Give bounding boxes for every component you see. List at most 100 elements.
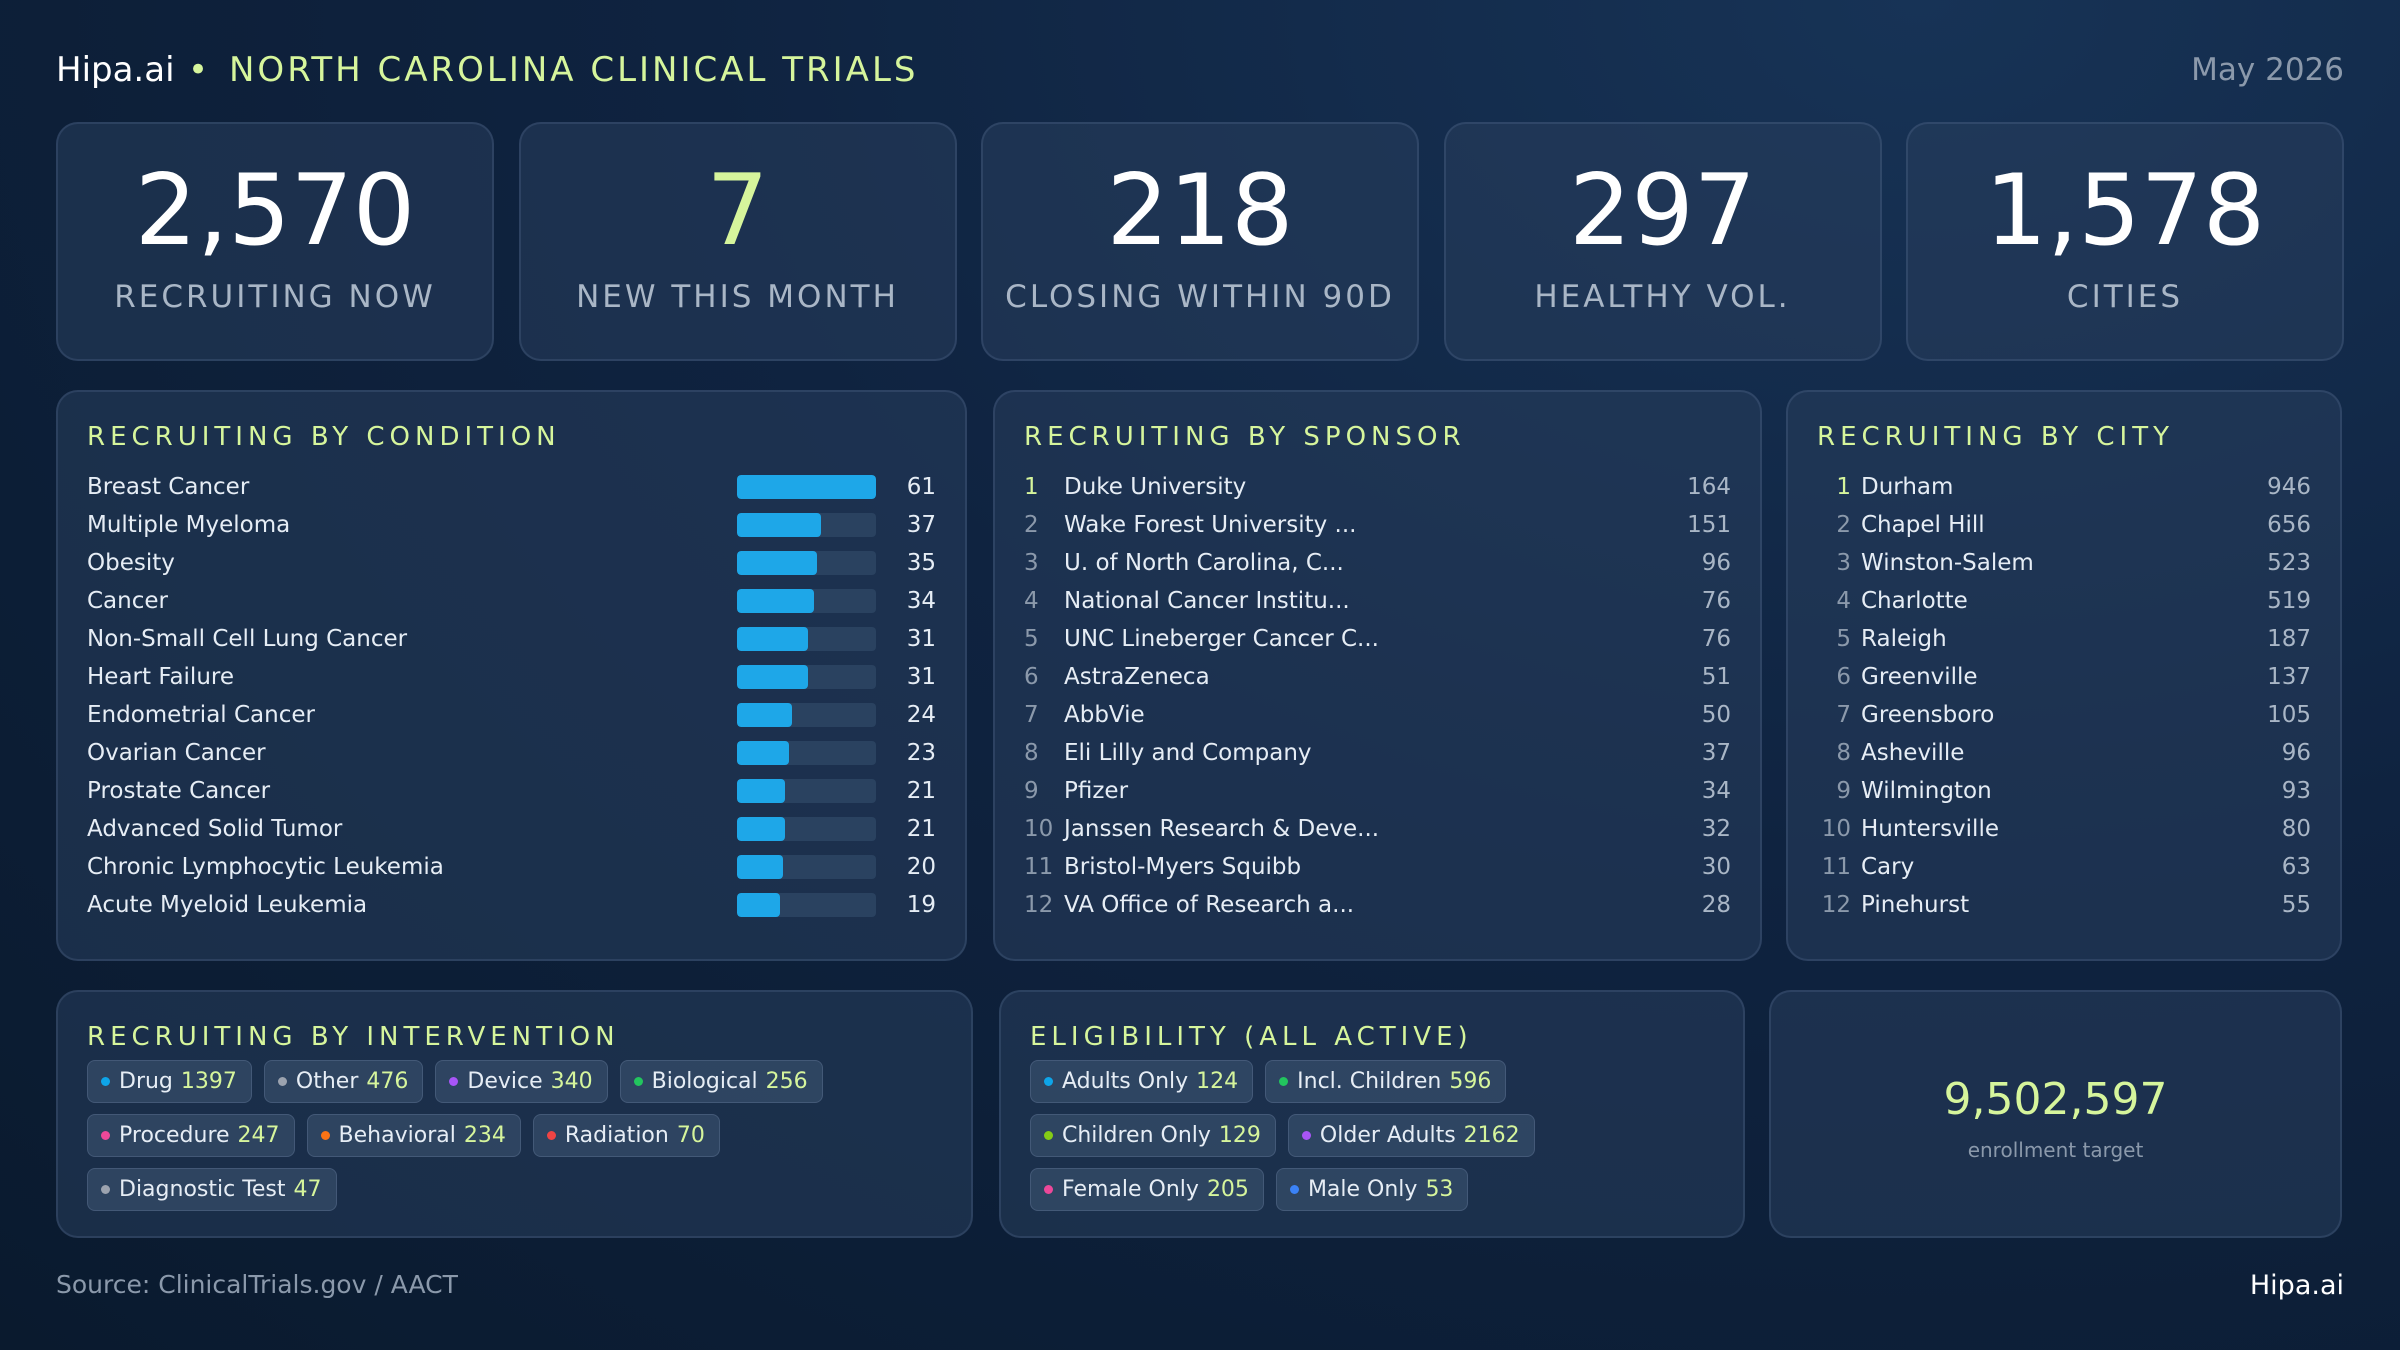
chip-name: Female Only <box>1062 1177 1199 1202</box>
item-value: 187 <box>2267 626 2311 652</box>
chip-value: 234 <box>463 1123 506 1148</box>
chip: Female Only 205 <box>1030 1168 1264 1211</box>
chip-name: Procedure <box>119 1123 230 1148</box>
chip-name: Diagnostic Test <box>119 1177 286 1202</box>
chip-name: Device <box>467 1069 543 1094</box>
page-title: NORTH CAROLINA CLINICAL TRIALS <box>229 50 919 90</box>
chip-name: Biological <box>651 1069 758 1094</box>
rank: 11 <box>1821 854 1851 880</box>
condition-row: Acute Myeloid Leukemia 19 <box>87 886 936 924</box>
item-value: 30 <box>1701 854 1731 880</box>
rank: 1 <box>1836 474 1851 500</box>
ranked-row: 1 Duke University 164 <box>1024 468 1731 506</box>
item-value: 55 <box>2281 892 2311 918</box>
condition-name: Advanced Solid Tumor <box>87 816 343 842</box>
ranked-row: 7 AbbVie 50 <box>1024 696 1731 734</box>
bar-track <box>737 589 876 613</box>
condition-value: 35 <box>906 550 936 576</box>
chip: Adults Only 124 <box>1030 1060 1254 1103</box>
item-name: Greenville <box>1861 664 1978 690</box>
chip-value: 340 <box>550 1069 593 1094</box>
item-name: Bristol-Myers Squibb <box>1064 854 1302 880</box>
ranked-row: 7 Greensboro 105 <box>1817 696 2311 734</box>
condition-name: Heart Failure <box>87 664 234 690</box>
item-name: Winston-Salem <box>1861 550 2034 576</box>
condition-row: Chronic Lymphocytic Leukemia 20 <box>87 848 936 886</box>
bar-track <box>737 779 876 803</box>
panel-title: RECRUITING BY SPONSOR <box>1024 422 1466 452</box>
rank: 7 <box>1836 702 1851 728</box>
ranked-row: 12 Pinehurst 55 <box>1817 886 2311 924</box>
ranked-row: 2 Wake Forest University ... 151 <box>1024 506 1731 544</box>
rank: 8 <box>1024 740 1039 766</box>
ranked-row: 10 Janssen Research & Deve... 32 <box>1024 810 1731 848</box>
chip-value: 205 <box>1206 1177 1249 1202</box>
chip-value: 70 <box>676 1123 705 1148</box>
condition-name: Prostate Cancer <box>87 778 271 804</box>
item-name: UNC Lineberger Cancer C... <box>1064 626 1379 652</box>
chip-name: Incl. Children <box>1297 1069 1442 1094</box>
rank: 9 <box>1024 778 1039 804</box>
chip-value: 476 <box>366 1069 409 1094</box>
bar-track <box>737 513 876 537</box>
chip-dot <box>277 1077 287 1086</box>
chip-value: 1397 <box>180 1069 237 1094</box>
chip-name: Drug <box>119 1069 173 1094</box>
item-name: VA Office of Research a... <box>1064 892 1355 918</box>
bar-track <box>737 855 876 879</box>
rank: 10 <box>1024 816 1054 842</box>
chip-name: Behavioral <box>338 1123 456 1148</box>
condition-value: 31 <box>906 664 936 690</box>
ranked-row: 11 Cary 63 <box>1817 848 2311 886</box>
kpi-card: 218 CLOSING WITHIN 90D <box>981 122 1419 361</box>
city-panel: RECRUITING BY CITY 1 Durham 946 2 Chapel Hill… <box>1786 390 2342 961</box>
ranked-row: 8 Eli Lilly and Company 37 <box>1024 734 1731 772</box>
chip: Behavioral 234 <box>306 1114 521 1157</box>
bar-track <box>737 703 876 727</box>
condition-name: Ovarian Cancer <box>87 740 266 766</box>
chip-value: 256 <box>765 1069 808 1094</box>
ranked-row: 5 Raleigh 187 <box>1817 620 2311 658</box>
item-value: 946 <box>2267 474 2311 500</box>
rank: 2 <box>1836 512 1851 538</box>
condition-value: 19 <box>906 892 936 918</box>
kpi-card: 297 HEALTHY VOL. <box>1443 122 1882 361</box>
chip-dot <box>1044 1185 1053 1194</box>
chip: Drug 1397 <box>87 1060 252 1103</box>
chip-dot <box>101 1185 110 1194</box>
chip-list: Adults Only 124 Incl. Children 596 Children … <box>1030 1060 1723 1211</box>
condition-row: Endometrial Cancer 24 <box>87 696 936 734</box>
kpi-card: 7 NEW THIS MONTH <box>518 122 957 361</box>
ranked-row: 5 UNC Lineberger Cancer C... 76 <box>1024 620 1731 658</box>
rank: 8 <box>1836 740 1851 766</box>
date: May 2026 <box>2191 52 2344 88</box>
rank: 9 <box>1836 778 1851 804</box>
panel-title: RECRUITING BY CONDITION <box>87 422 561 452</box>
item-value: 63 <box>2281 854 2311 880</box>
chip-name: Radiation <box>564 1123 669 1148</box>
chip: Male Only 53 <box>1275 1168 1469 1211</box>
kpi-value: 2,570 <box>134 154 416 268</box>
kpi-value: 7 <box>706 154 769 268</box>
rank: 6 <box>1836 664 1851 690</box>
item-name: Eli Lilly and Company <box>1064 740 1312 766</box>
rank: 5 <box>1024 626 1039 652</box>
rank: 3 <box>1836 550 1851 576</box>
item-value: 76 <box>1701 588 1731 614</box>
item-name: Chapel Hill <box>1861 512 1985 538</box>
condition-name: Obesity <box>87 550 175 576</box>
rank: 4 <box>1024 588 1039 614</box>
bar <box>737 703 792 727</box>
item-name: AbbVie <box>1064 702 1145 728</box>
chip-dot <box>1289 1185 1299 1194</box>
chip-value: 124 <box>1196 1069 1239 1094</box>
kpi-value: 297 <box>1568 154 1757 268</box>
brand: Hipa.ai <box>56 50 175 90</box>
sponsor-panel: RECRUITING BY SPONSOR 1 Duke University 164… <box>993 390 1762 961</box>
bar <box>737 475 876 499</box>
item-name: National Cancer Institu... <box>1064 588 1350 614</box>
condition-value: 37 <box>906 512 936 538</box>
bar <box>737 855 783 879</box>
ranked-row: 9 Pfizer 34 <box>1024 772 1731 810</box>
bar <box>737 627 808 651</box>
